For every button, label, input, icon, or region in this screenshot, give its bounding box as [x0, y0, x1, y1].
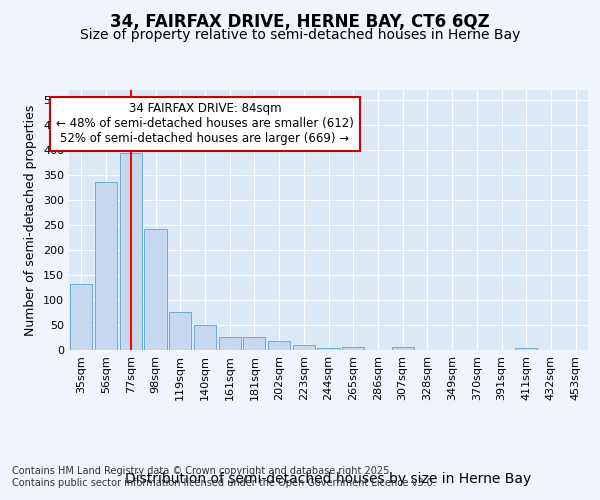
Bar: [293, 345, 315, 350]
X-axis label: Distribution of semi-detached houses by size in Herne Bay: Distribution of semi-detached houses by …: [125, 472, 532, 486]
Text: Contains HM Land Registry data © Crown copyright and database right 2025.
Contai: Contains HM Land Registry data © Crown c…: [12, 466, 436, 487]
Bar: [268, 340, 290, 350]
Text: Size of property relative to semi-detached houses in Herne Bay: Size of property relative to semi-detach…: [80, 28, 520, 42]
Bar: [95, 182, 117, 350]
Text: 34, FAIRFAX DRIVE, HERNE BAY, CT6 6QZ: 34, FAIRFAX DRIVE, HERNE BAY, CT6 6QZ: [110, 12, 490, 30]
Text: 34 FAIRFAX DRIVE: 84sqm
← 48% of semi-detached houses are smaller (612)
52% of s: 34 FAIRFAX DRIVE: 84sqm ← 48% of semi-de…: [56, 102, 354, 146]
Bar: [218, 337, 241, 350]
Bar: [317, 348, 340, 350]
Bar: [145, 230, 167, 350]
Bar: [392, 347, 414, 350]
Bar: [70, 284, 92, 350]
Bar: [515, 348, 538, 350]
Bar: [243, 337, 265, 350]
Bar: [342, 347, 364, 350]
Bar: [194, 324, 216, 350]
Bar: [119, 154, 142, 350]
Y-axis label: Number of semi-detached properties: Number of semi-detached properties: [25, 104, 37, 336]
Bar: [169, 312, 191, 350]
